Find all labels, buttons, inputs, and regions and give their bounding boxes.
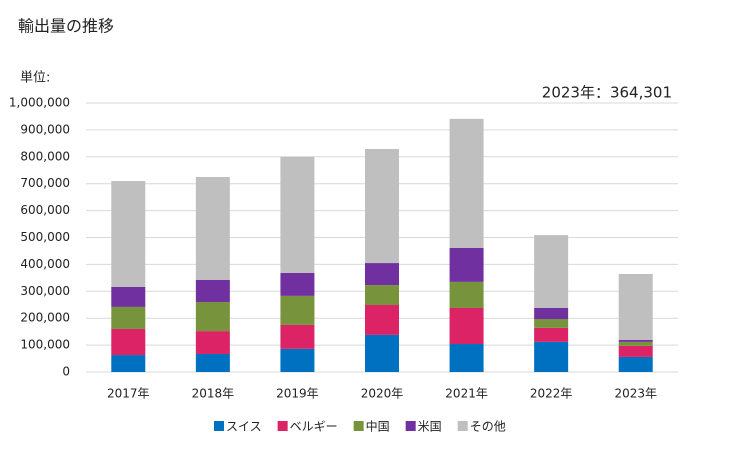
legend-label: ベルギー xyxy=(290,420,338,434)
bar-segment xyxy=(365,334,399,372)
bar-segment xyxy=(449,344,484,372)
legend-swatch xyxy=(214,421,224,431)
bar-segment xyxy=(534,235,569,308)
legend-label: 米国 xyxy=(418,420,442,434)
y-tick-label: 0 xyxy=(62,365,70,379)
bar-segment xyxy=(195,280,230,303)
y-tick-label: 700,000 xyxy=(20,176,70,190)
bar-segment xyxy=(280,324,315,349)
bar-segment xyxy=(365,148,399,264)
bar-segment xyxy=(111,286,146,307)
y-tick-label: 300,000 xyxy=(20,284,70,298)
bar-segment xyxy=(365,263,399,286)
y-tick-label: 100,000 xyxy=(20,338,70,352)
bar-segment xyxy=(534,307,569,320)
y-tick-label: 200,000 xyxy=(20,311,70,325)
bar-segment xyxy=(365,285,399,306)
chart-title: 輸出量の推移 xyxy=(18,17,114,36)
bar-segment xyxy=(449,281,484,308)
legend-swatch xyxy=(353,421,364,431)
bar-segment xyxy=(534,341,569,372)
legend-swatch xyxy=(457,421,468,431)
bar-segment xyxy=(534,319,569,328)
x-tick-label: 2020年 xyxy=(361,387,404,401)
legend-swatch xyxy=(405,421,416,431)
bar-segment xyxy=(195,176,230,281)
y-tick-label: 500,000 xyxy=(20,230,70,244)
bar-segment xyxy=(618,345,653,357)
bar-segment xyxy=(449,307,484,345)
legend-swatch xyxy=(277,421,288,431)
x-tick-label: 2021年 xyxy=(445,387,488,401)
bar-segment xyxy=(111,181,146,287)
bar-segment xyxy=(111,306,146,329)
legend-label: スイス xyxy=(226,420,262,434)
unit-label: 単位: xyxy=(20,70,50,86)
bar-segment xyxy=(195,302,230,332)
annotation: 2023年：364,301 xyxy=(542,84,672,102)
x-tick-label: 2023年 xyxy=(614,387,657,401)
x-tick-label: 2017年 xyxy=(107,387,150,401)
bar-segment xyxy=(280,273,315,296)
legend-label: 中国 xyxy=(366,419,390,434)
bar-segment xyxy=(280,348,315,372)
bar-segment xyxy=(195,331,230,354)
bar-segment xyxy=(280,156,315,274)
bar-segment xyxy=(280,295,315,325)
y-tick-label: 1,000,000 xyxy=(9,96,70,110)
y-tick-label: 400,000 xyxy=(20,257,70,271)
bar-segment xyxy=(111,355,146,372)
bar-segment xyxy=(618,339,653,342)
bar-segment xyxy=(111,328,146,356)
bar-segment xyxy=(449,247,484,282)
bar-segment xyxy=(195,353,230,372)
x-tick-label: 2018年 xyxy=(192,387,235,401)
bar-segment xyxy=(449,118,484,248)
bar-segment xyxy=(618,356,653,372)
bar-segment xyxy=(618,274,653,340)
y-tick-label: 600,000 xyxy=(20,203,70,217)
bar-segment xyxy=(618,341,653,346)
legend-label: その他 xyxy=(470,420,506,434)
x-tick-label: 2019年 xyxy=(276,387,319,401)
bar-segment xyxy=(534,327,569,342)
y-tick-label: 900,000 xyxy=(20,122,70,136)
x-tick-label: 2022年 xyxy=(530,387,573,401)
bar-segment xyxy=(365,305,399,335)
y-tick-label: 800,000 xyxy=(20,149,70,163)
